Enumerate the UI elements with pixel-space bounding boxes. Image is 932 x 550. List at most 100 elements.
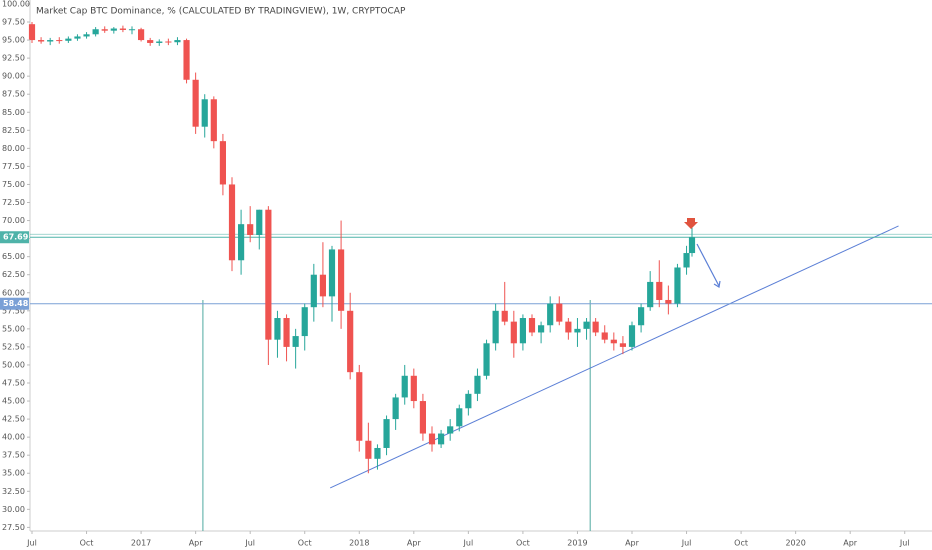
y-tick-label: 87.50 [2,90,25,99]
candle-body [183,40,190,80]
candle-body [192,79,199,127]
y-tick-label: 37.50 [2,451,25,460]
y-tick-label: 57.50 [2,306,25,315]
candle-body [628,325,636,347]
candle-body [228,184,236,261]
x-tick-label: 2019 [567,539,587,548]
x-tick-label: Jul [463,539,474,548]
candle-body [610,339,617,344]
x-tick-label: Oct [734,539,748,548]
x-tick-label: 2017 [131,539,151,548]
y-tick-label: 92.50 [2,54,25,63]
x-tick-label: Jul [681,539,692,548]
y-tick-label: 27.50 [2,523,25,532]
candle-body [547,303,554,326]
candle-body [410,375,417,402]
candle-body [156,41,163,43]
candle-body [528,318,536,333]
x-tick-label: Oct [516,539,530,548]
x-tick-label: Jul [899,539,910,548]
y-tick-label: 90.00 [2,72,25,81]
candle-body [565,321,572,333]
candle-body [328,249,336,297]
candle-body [401,375,408,398]
candle-body [56,40,63,42]
candle-body [510,321,517,344]
candle-body [65,38,72,41]
candle-body [519,318,526,344]
candle-body [38,40,45,42]
candle-body [210,99,217,142]
candle-body [619,343,626,347]
candle-body [147,40,154,43]
candle-body [383,419,390,448]
y-tick-label: 52.50 [2,342,25,351]
down-arrow-icon [684,218,698,229]
candle-body [638,307,645,326]
price-label: 58.48 [3,299,29,308]
candle-body [583,321,590,329]
candle-body [92,29,99,35]
marks [28,22,932,531]
candle-body [338,249,345,311]
x-tick-label: Oct [298,539,312,548]
candle-body [556,303,563,322]
candle-body [483,343,490,376]
candle-body [83,34,90,37]
y-tick-label: 95.00 [2,36,25,45]
candle-body [374,447,381,459]
candle-body [656,281,663,300]
x-tick-label: Apr [189,539,204,548]
candle-body [128,29,136,31]
candle-body [365,440,372,459]
candle-body [265,209,272,340]
candle-body [319,274,326,297]
x-tick-label: Jul [244,539,255,548]
y-tick-label: 62.50 [2,270,25,279]
candle-body [438,433,445,445]
y-tick-label: 70.00 [2,216,25,225]
candle-body [219,141,226,185]
candle-body [74,36,81,39]
candle-body [447,426,454,434]
y-tick-label: 40.00 [2,433,25,442]
x-tick-label: Apr [407,539,422,548]
candle-body [601,332,608,340]
y-tick-label: 32.50 [2,487,25,496]
x-tick-label: Oct [80,539,94,548]
candle-body [101,29,108,31]
price-label-box [0,231,29,244]
projection-arrow-head [713,280,721,288]
candle-body [28,24,36,41]
candle-body [138,29,145,41]
candle-body [283,318,290,347]
candle-body [201,99,208,127]
candle-body [274,318,281,340]
candle-body [465,393,472,409]
x-tick-label: Apr [843,539,858,548]
candle-body [174,40,181,43]
y-tick-label: 100.00 [2,0,30,8]
chart-title: Market Cap BTC Dominance, % (CALCULATED … [36,7,406,17]
candle-body [119,28,126,30]
y-tick-label: 30.00 [2,505,25,514]
y-tick-label: 55.00 [2,324,25,333]
candle-body [538,325,545,333]
y-tick-label: 75.00 [2,180,25,189]
candle-body [501,310,508,322]
candle-body [474,375,481,394]
y-tick-label: 82.50 [2,126,25,135]
candle-body [310,274,317,308]
y-tick-label: 45.00 [2,397,25,406]
candle-body [419,401,426,434]
candle-body [492,310,499,344]
price-label: 67.69 [3,233,29,242]
candle-body [110,28,117,31]
candle-body [674,267,681,304]
y-tick-label: 77.50 [2,162,25,171]
candle-body [247,224,254,235]
x-tick-label: 2018 [349,539,369,548]
y-tick-label: 72.50 [2,198,25,207]
